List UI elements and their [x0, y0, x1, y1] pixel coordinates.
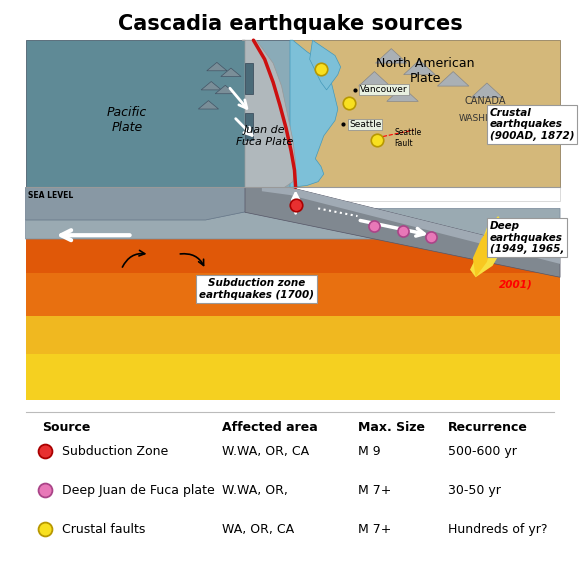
Polygon shape	[245, 187, 560, 277]
Polygon shape	[245, 40, 290, 187]
Polygon shape	[26, 354, 560, 400]
Text: Deep
earthquakes
(1949, 1965,: Deep earthquakes (1949, 1965,	[490, 221, 564, 254]
Polygon shape	[215, 85, 235, 94]
Polygon shape	[290, 40, 338, 187]
Text: Affected area: Affected area	[223, 421, 318, 434]
Text: M 9: M 9	[357, 444, 380, 458]
Polygon shape	[26, 40, 560, 201]
Text: WA, OR, CA: WA, OR, CA	[223, 523, 295, 536]
Text: Seattle
Fault: Seattle Fault	[394, 128, 421, 148]
Polygon shape	[26, 239, 560, 274]
Polygon shape	[221, 68, 241, 76]
Polygon shape	[387, 87, 418, 101]
Polygon shape	[26, 316, 560, 354]
Text: Vancouver: Vancouver	[360, 86, 408, 94]
Text: Deep Juan de Fuca plate: Deep Juan de Fuca plate	[62, 484, 215, 497]
Text: Hundreds of yr?: Hundreds of yr?	[448, 523, 547, 536]
Text: CANADA: CANADA	[465, 97, 506, 106]
Polygon shape	[26, 274, 560, 316]
Polygon shape	[437, 71, 469, 86]
Polygon shape	[290, 40, 560, 187]
Polygon shape	[201, 82, 222, 90]
Text: 500-600 yr: 500-600 yr	[448, 444, 516, 458]
Text: WASHINGTON: WASHINGTON	[459, 114, 521, 123]
Text: North American
Plate: North American Plate	[376, 57, 474, 85]
Text: W.WA, OR,: W.WA, OR,	[223, 484, 288, 497]
Polygon shape	[375, 49, 407, 63]
Polygon shape	[198, 101, 219, 109]
Polygon shape	[245, 63, 253, 94]
Polygon shape	[310, 40, 340, 90]
Polygon shape	[206, 62, 227, 71]
Text: Crustal faults: Crustal faults	[62, 523, 146, 536]
Text: Subduction zone
earthquakes (1700): Subduction zone earthquakes (1700)	[199, 278, 314, 300]
Polygon shape	[26, 187, 290, 220]
Polygon shape	[262, 187, 560, 264]
Polygon shape	[26, 187, 245, 212]
Text: Source: Source	[42, 421, 91, 434]
Text: Pacific
Plate: Pacific Plate	[107, 106, 147, 135]
Text: M 7+: M 7+	[357, 523, 391, 536]
Polygon shape	[26, 208, 560, 239]
Polygon shape	[242, 40, 296, 187]
Polygon shape	[470, 216, 506, 277]
Text: Cascadia earthquake sources: Cascadia earthquake sources	[118, 14, 462, 34]
Polygon shape	[245, 113, 253, 140]
Text: M 7+: M 7+	[357, 484, 391, 497]
Text: Recurrence: Recurrence	[448, 421, 527, 434]
Text: W.WA, OR, CA: W.WA, OR, CA	[223, 444, 310, 458]
Polygon shape	[26, 40, 245, 187]
Text: 2001): 2001)	[499, 279, 533, 289]
Polygon shape	[471, 83, 503, 98]
Polygon shape	[473, 228, 492, 277]
Polygon shape	[358, 71, 390, 86]
Text: 30-50 yr: 30-50 yr	[448, 484, 501, 497]
Text: Seattle: Seattle	[349, 120, 382, 129]
Polygon shape	[404, 60, 435, 75]
Text: Juan de
Fuca Plate: Juan de Fuca Plate	[236, 125, 293, 147]
Text: Crustal
earthquakes
(900AD, 1872): Crustal earthquakes (900AD, 1872)	[490, 108, 574, 141]
Text: Subduction Zone: Subduction Zone	[62, 444, 168, 458]
Text: SEA LEVEL: SEA LEVEL	[28, 191, 74, 200]
Text: Max. Size: Max. Size	[357, 421, 425, 434]
